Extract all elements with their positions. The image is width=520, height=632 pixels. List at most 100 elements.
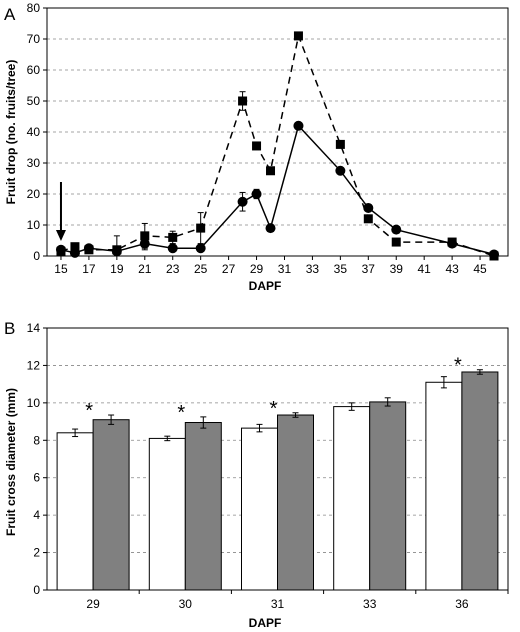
x-tick-label: 29	[86, 597, 100, 611]
bar	[92, 419, 130, 591]
plot-frame	[46, 7, 509, 257]
data-point-square	[168, 232, 178, 242]
x-tick-label: 17	[82, 262, 96, 276]
y-tick-label: 0	[33, 583, 40, 597]
data-point-circle	[335, 165, 346, 176]
panel-b-x-axis-label: DAPF	[249, 616, 282, 630]
bar-group	[461, 369, 499, 591]
data-point-square	[293, 31, 303, 41]
data-point-circle	[111, 246, 122, 257]
panel-a-x-axis-label: DAPF	[249, 279, 282, 293]
data-point-circle	[237, 196, 248, 207]
x-tick-label: 23	[166, 262, 180, 276]
significance-star: *	[270, 398, 278, 420]
data-point-square	[335, 139, 345, 149]
bar	[148, 437, 186, 591]
data-point-circle	[195, 243, 206, 254]
bar	[56, 432, 94, 591]
bar	[333, 406, 371, 591]
x-tick-label: 27	[222, 262, 236, 276]
data-point-circle	[447, 238, 458, 249]
x-tick-label: 35	[334, 262, 348, 276]
y-tick-label: 10	[27, 218, 41, 232]
bar	[184, 422, 222, 591]
panel-a-x-tick-labels: 15 17 19 21 23 25 27 29 31 33 35 37 39 41 43 45	[54, 262, 487, 276]
bar	[425, 381, 463, 591]
data-point-circle	[139, 238, 150, 249]
arrow-marker	[55, 182, 66, 241]
series-line	[60, 33, 495, 257]
panel-a-chart: A 0 10 20 30 40 50 60 70 80 15 17 19 21 23 25 27 29 31 33…	[4, 1, 509, 293]
y-tick-label: 20	[27, 187, 41, 201]
bar-group	[241, 423, 278, 591]
data-point-circle	[363, 202, 374, 213]
data-point-square	[252, 141, 262, 151]
x-tick-label: 21	[138, 262, 152, 276]
panel-b-x-tick-labels: 29 30 31 33 36	[86, 597, 468, 611]
x-tick-label: 36	[455, 597, 469, 611]
bar-group	[148, 435, 186, 591]
y-tick-label: 80	[27, 1, 41, 15]
series-circle	[55, 120, 500, 260]
x-tick-label: 33	[306, 262, 320, 276]
x-tick-label: 37	[362, 262, 376, 276]
panel-a-axes	[43, 7, 509, 260]
significance-star: *	[454, 355, 462, 377]
y-tick-label: 70	[27, 32, 41, 46]
data-point-square	[140, 231, 150, 241]
x-tick-label: 43	[445, 262, 459, 276]
x-tick-label: 15	[54, 262, 68, 276]
panel-a-y-axis-label: Fruit drop (no. fruits/tree)	[4, 60, 18, 205]
data-point-square	[391, 237, 401, 247]
significance-star: *	[177, 402, 185, 424]
data-point-circle	[489, 249, 500, 260]
arrow-head	[55, 230, 66, 241]
panel-b-axes	[43, 327, 509, 594]
y-tick-label: 10	[27, 396, 41, 410]
x-tick-label: 31	[271, 597, 285, 611]
series-line	[60, 124, 495, 256]
y-tick-label: 40	[27, 125, 41, 139]
panel-b-y-tick-labels: 0 2 4 6 8 10 12 14	[27, 321, 41, 597]
bar	[277, 414, 314, 591]
x-tick-label: 31	[278, 262, 292, 276]
x-tick-label: 29	[250, 262, 264, 276]
bar	[461, 371, 499, 591]
data-point-circle	[167, 243, 178, 254]
bar-group	[184, 416, 222, 591]
bar-group	[425, 376, 463, 591]
bar-group	[333, 402, 371, 591]
panel-a-series	[55, 31, 500, 261]
data-point-circle	[391, 224, 402, 235]
data-point-square	[266, 166, 276, 176]
panel-a-gridlines	[47, 7, 508, 226]
panel-b-significance-marks: * * * *	[85, 355, 462, 424]
data-point-square	[363, 214, 373, 224]
y-tick-label: 4	[33, 508, 40, 522]
panel-a-label: A	[4, 5, 16, 24]
series-square	[56, 31, 499, 261]
y-tick-label: 12	[27, 358, 41, 372]
bar	[369, 401, 407, 591]
y-tick-label: 2	[33, 546, 40, 560]
x-tick-label: 45	[473, 262, 487, 276]
data-point-circle	[69, 247, 80, 258]
panel-b-chart: B 0 2 4 6 8 10 12 14 29 30 31 33 36 * * * * DAPF Fruit…	[4, 319, 509, 630]
y-tick-label: 8	[33, 433, 40, 447]
data-point-circle	[265, 223, 276, 234]
y-tick-label: 0	[33, 249, 40, 263]
y-tick-label: 30	[27, 156, 41, 170]
significance-star: *	[85, 400, 93, 422]
data-point-circle	[251, 189, 262, 199]
panel-b-y-axis-label: Fruit cross diameter (mm)	[4, 388, 18, 536]
bar-group	[369, 397, 407, 591]
y-tick-label: 14	[27, 321, 41, 335]
x-tick-label: 19	[110, 262, 124, 276]
x-tick-label: 39	[390, 262, 404, 276]
data-point-circle	[293, 120, 304, 131]
x-tick-label: 41	[418, 262, 432, 276]
panel-a-y-tick-labels: 0 10 20 30 40 50 60 70 80	[27, 1, 41, 263]
bar	[241, 427, 278, 591]
x-tick-label: 33	[363, 597, 377, 611]
